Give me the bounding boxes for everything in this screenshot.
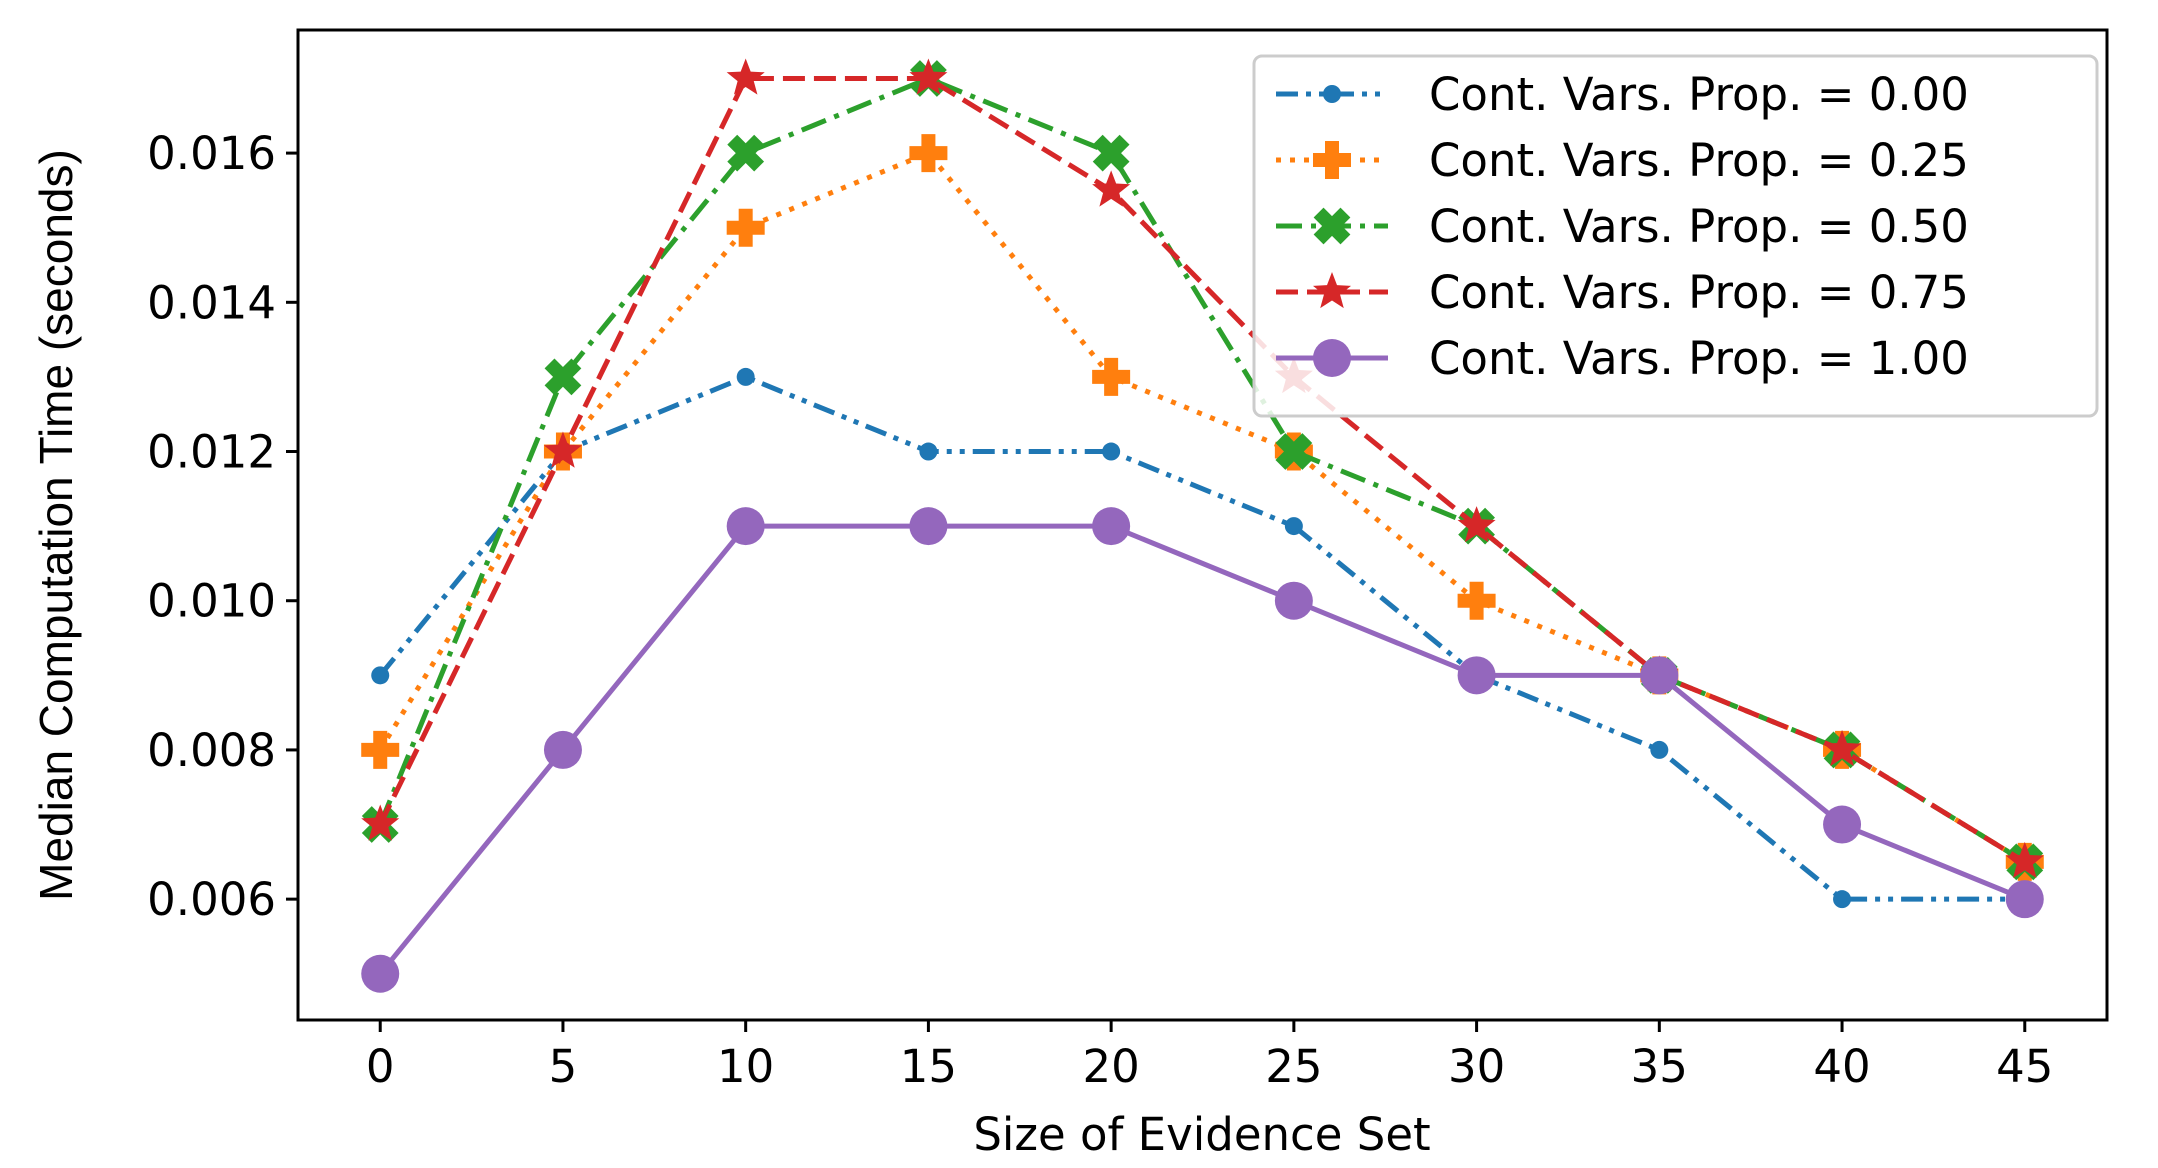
- x-tick-label: 35: [1631, 1040, 1688, 1093]
- x-tick-label: 10: [717, 1040, 774, 1093]
- data-point: [361, 954, 400, 993]
- data-point: [1092, 170, 1131, 207]
- x-tick-label: 45: [1996, 1040, 2053, 1093]
- legend-entry: Cont. Vars. Prop. = 1.00: [1276, 332, 1969, 385]
- legend-entry: Cont. Vars. Prop. = 0.00: [1276, 68, 1969, 121]
- legend: Cont. Vars. Prop. = 0.00 Cont. Vars. Prop…: [1252, 54, 2099, 418]
- data-point: [1457, 656, 1496, 695]
- data-point: [543, 431, 582, 468]
- data-point: [361, 730, 400, 769]
- data-point: [1092, 134, 1130, 172]
- data-point: [1823, 729, 1862, 767]
- data-point: [543, 730, 582, 769]
- data-point: [1102, 442, 1121, 461]
- x-tick-label: 0: [366, 1040, 395, 1093]
- data-point: [1457, 506, 1496, 543]
- legend-entry: Cont. Vars. Prop. = 0.75: [1276, 266, 1969, 319]
- data-point: [2005, 880, 2044, 919]
- legend-marker: [1313, 141, 1351, 179]
- legend-label: Cont. Vars. Prop. = 0.00: [1429, 68, 1969, 121]
- data-point: [1284, 517, 1303, 536]
- series-0: [371, 367, 2034, 909]
- data-point: [909, 134, 948, 173]
- legend-box: [1252, 54, 2099, 418]
- legend-marker: [1313, 339, 1351, 377]
- data-point: [1092, 357, 1131, 396]
- x-tick-label: 40: [1813, 1040, 1870, 1093]
- data-point: [1833, 890, 1852, 909]
- data-point: [1275, 433, 1313, 470]
- y-tick-label: 0.014: [147, 276, 276, 329]
- x-tick-label: 25: [1265, 1040, 1322, 1093]
- x-axis-label: Size of Evidence Set: [973, 1108, 1430, 1161]
- y-axis: 0.006 0.008 0.010 0.012 0.014 0.016: [147, 127, 298, 926]
- y-tick-label: 0.012: [147, 426, 276, 479]
- plot-frame: [296, 28, 2109, 1022]
- data-point: [1823, 805, 1862, 844]
- y-tick-label: 0.008: [147, 724, 276, 777]
- data-point: [1274, 581, 1313, 620]
- series-line: [378, 150, 2027, 864]
- data-point: [726, 507, 765, 546]
- data-point: [544, 358, 582, 396]
- x-axis: 0 5 10 15 20 25 30 35 40 45: [366, 1020, 2053, 1093]
- plot-area: [361, 58, 2044, 993]
- series-4: [361, 507, 2044, 993]
- y-tick-label: 0.006: [147, 873, 276, 926]
- y-tick-label: 0.010: [147, 575, 276, 628]
- legend-entry: Cont. Vars. Prop. = 0.50: [1276, 200, 1969, 253]
- legend-entry: Cont. Vars. Prop. = 0.25: [1276, 134, 1969, 187]
- data-point: [919, 442, 938, 461]
- legend-label: Cont. Vars. Prop. = 0.50: [1429, 200, 1969, 253]
- data-point: [1640, 656, 1679, 695]
- series-line: [378, 523, 2026, 976]
- data-point: [1092, 507, 1131, 546]
- x-tick-label: 20: [1083, 1040, 1140, 1093]
- legend-marker: [1313, 207, 1351, 245]
- data-point: [909, 58, 948, 95]
- y-tick-label: 0.016: [147, 127, 276, 180]
- x-tick-label: 5: [549, 1040, 578, 1093]
- legend-label: Cont. Vars. Prop. = 0.25: [1429, 134, 1969, 187]
- legend-label: Cont. Vars. Prop. = 1.00: [1429, 332, 1969, 385]
- y-axis-label: Median Computation Time (seconds): [30, 149, 82, 901]
- data-point: [1650, 740, 1669, 759]
- data-point: [736, 367, 755, 386]
- data-point: [2005, 841, 2044, 879]
- series-line: [378, 374, 2025, 902]
- legend-marker: [1312, 272, 1352, 309]
- data-point: [726, 58, 765, 95]
- data-point: [1457, 581, 1496, 620]
- data-point: [726, 208, 765, 247]
- legend-label: Cont. Vars. Prop. = 0.75: [1429, 266, 1969, 319]
- data-point: [371, 666, 390, 685]
- data-point: [909, 507, 948, 546]
- legend-marker: [1323, 85, 1341, 103]
- x-tick-label: 30: [1448, 1040, 1505, 1093]
- x-tick-label: 15: [900, 1040, 957, 1093]
- data-point: [361, 804, 400, 841]
- data-point: [727, 134, 765, 172]
- series-line: [377, 75, 2027, 864]
